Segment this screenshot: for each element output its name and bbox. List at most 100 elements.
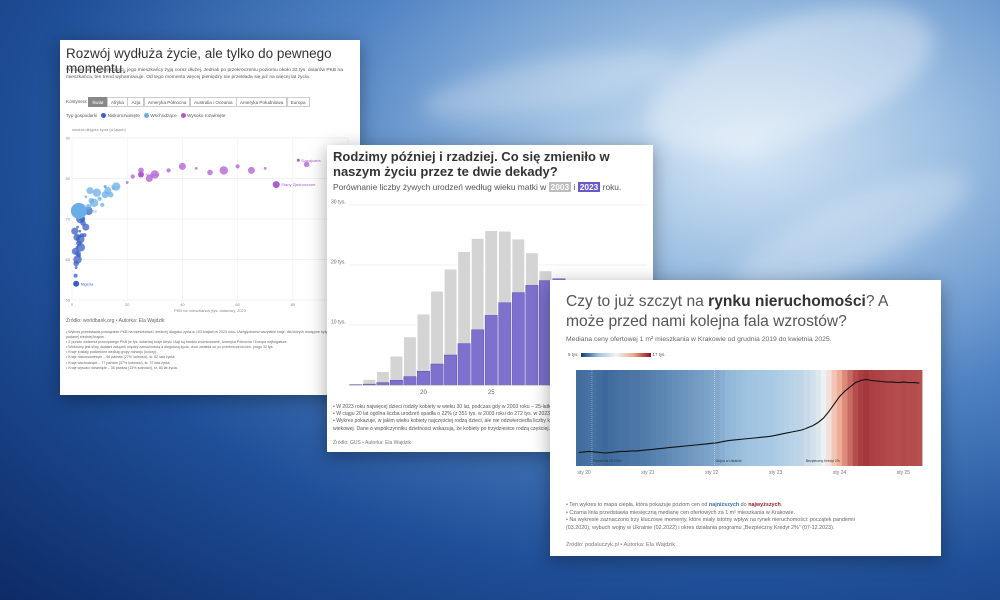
heatmap-cell [815,370,822,466]
legend-high: Wysoko rozwinięte [187,113,226,118]
card3-source: Źródło: podaluczyk.pl • Autorka: Ela Waj… [566,542,676,548]
note: wiekowej. Dane o współczynniku dzietnośc… [333,425,550,432]
heatmap-cell [607,370,614,466]
scatter-point [247,166,255,174]
heatmap-cell [671,370,678,466]
note: • Z punktu widzenia przeciętnego PKB (w … [66,340,288,345]
note-text: do [739,502,749,508]
heatmap-cell [666,370,673,466]
life-expectancy-card: Rozwój wydłuża życie, ale tylko do pewne… [60,40,360,395]
x-tick-label: 80 [291,302,296,307]
heatmap-cell [772,370,779,466]
scatter-point [178,162,186,170]
scale-min: 9 tys. [568,352,579,357]
heatmap-cell [788,370,795,466]
heatmap-cell [874,370,880,466]
tab-asia[interactable]: Azja [127,97,145,107]
scatter-point [85,204,92,210]
y-tick-label: 70 [66,217,71,222]
heatmap-cell [623,370,630,466]
highlight-point [272,181,280,189]
x-tick-label: sty 20 [577,470,591,476]
heatmap-cell [756,370,763,466]
heatmap-cell [661,370,667,466]
highlight-point [138,171,144,178]
country-label: Niemcy [146,172,159,177]
card3-notes: • Ten wykres to mapa ciepła, która pokaz… [566,502,926,532]
tab-africa[interactable]: Afryka [106,97,128,107]
country-label: Szwajcaria [301,158,321,163]
scatter-point [82,233,87,238]
note-text: . [780,502,783,508]
x-tick-label: sty 23 [769,470,783,476]
heatmap-cell [911,370,918,466]
scatter-point [73,273,78,278]
bar-2023 [417,370,430,386]
y-tick-label: 30 tys. [331,200,346,206]
tab-oceania[interactable]: Australia i Oceania [189,97,237,107]
heatmap-cell [852,370,859,466]
scatter-point [86,187,94,195]
scatter-point [100,202,105,207]
heatmap-cell [698,370,705,466]
heatmap-cell [826,370,832,466]
scatter-point [71,227,79,235]
highlight-point [70,202,87,219]
bar-2023 [511,292,525,386]
title-pre: Czy to już szczyt na [566,293,704,310]
scatter-point [207,169,213,176]
heatmap-cell [735,370,742,466]
heatmap-cell [586,370,593,466]
heatmap-cell [682,370,689,466]
country-label: Chiny [108,184,118,189]
scatter-point [73,233,81,241]
y-tick-label: 90 [66,136,71,141]
heatmap-cell [730,370,737,466]
card1-subtitle: W miarę jak kraj się bogaci, jego mieszk… [66,68,343,80]
tab-world[interactable]: Świat [88,97,108,107]
heatmap-cell [576,370,582,466]
heatmap-cell [831,370,838,466]
heatmap-cell [858,370,864,466]
tab-europe[interactable]: Europa [286,97,310,107]
highlight-point [73,280,80,287]
x-tick-label: 25 [488,390,495,396]
x-tick-label: 60 [235,302,240,307]
heatmap-cell [645,370,651,466]
heatmap-cell [794,370,800,466]
scatter-point [125,181,129,184]
highlight-point [103,185,107,189]
scatter-point [75,250,81,257]
heatmap-cell [810,370,816,466]
median-price-line [578,378,920,454]
heatmap-cell [639,370,646,466]
heatmap-cell [895,370,902,466]
title-post: ? A może przed nami kolejna fala wzrostó… [566,293,888,330]
heatmap-cell [650,370,657,466]
scatter-point [111,182,121,191]
bar-2023 [430,363,444,386]
tab-north-america[interactable]: Ameryka Północna [143,97,191,107]
note: • Kraje wysoko rozwinięte – 36 państw (1… [66,365,178,370]
scatter-point [78,229,82,233]
heatmap-cell [693,370,699,466]
scatter-point [145,175,153,182]
heatmap-cell [884,370,891,466]
note: • Ten wykres to mapa ciepła, która pokaz… [566,502,926,510]
heatmap-cell [879,370,886,466]
scatter-point [107,191,114,198]
heatmap-cell [613,370,619,466]
scatter-point [235,164,240,169]
note: • W 2023 roku najwięcej dzieci rodziły k… [333,404,554,410]
tab-south-america[interactable]: Ameryka Południowa [236,97,288,107]
bar-2023 [498,302,512,386]
bar-2023 [525,285,539,386]
x-tick-label: 20 [125,302,130,307]
heatmap-cell [762,370,769,466]
title-bold: rynku nieruchomości [708,293,866,310]
legend-emerging: Wschodzące [150,113,177,118]
note: • Widoczny jest silny, dodatni związek m… [66,345,274,350]
heatmap-cell [597,370,604,466]
card2-notes: • W 2023 roku najwięcej dzieci rodziły k… [333,404,649,433]
scatter-point [74,266,78,269]
